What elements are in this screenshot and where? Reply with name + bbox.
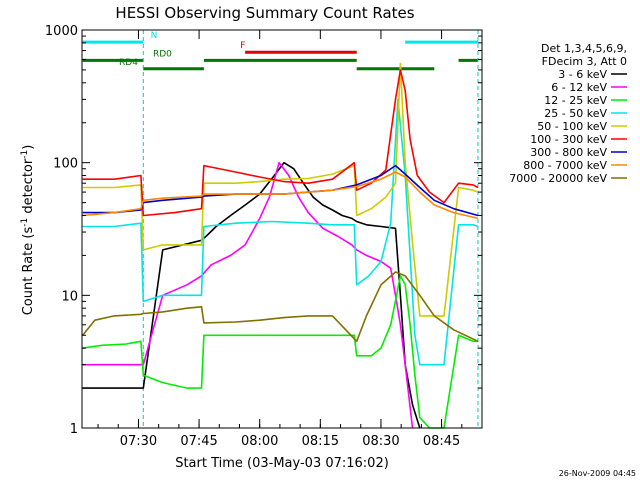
y-tick-label: 10 xyxy=(61,289,78,304)
legend-label-25-50-kev: 25 - 50 keV xyxy=(544,107,607,120)
legend-label-12-25-kev: 12 - 25 keV xyxy=(544,94,607,107)
x-tick-label: 07:45 xyxy=(180,434,217,449)
y-axis-ticks: 1 10 100 1000 xyxy=(45,24,482,437)
x-tick-label: 08:45 xyxy=(423,434,460,449)
x-tick-label: 08:30 xyxy=(362,434,399,449)
legend-header-line: FDecim 3, Att 0 xyxy=(542,55,627,68)
legend-label-300-800-kev: 300 - 800 keV xyxy=(530,146,607,159)
legend: Det 1,3,4,5,6,9,FDecim 3, Att 03 - 6 keV… xyxy=(509,42,627,185)
series-lines xyxy=(82,62,479,429)
observing-flags: N F RD0 RD4 xyxy=(82,31,478,71)
y-axis-label-tail: detector xyxy=(21,158,36,218)
y-tick-label: 100 xyxy=(53,157,78,172)
y-axis-label-close: ) xyxy=(21,145,36,150)
legend-label-100-300-kev: 100 - 300 keV xyxy=(530,133,607,146)
series-12-25-kev xyxy=(82,275,478,429)
y-axis-label-sup2: -1 xyxy=(20,150,30,159)
flag-n-label: N xyxy=(151,31,158,41)
series-100-300-kev xyxy=(82,69,479,217)
series-7000-20000-kev xyxy=(82,271,479,343)
plot-frame xyxy=(81,29,483,429)
x-tick-label: 08:00 xyxy=(241,434,278,449)
flag-rd4-label: RD4 xyxy=(119,58,138,68)
x-tick-label: 08:15 xyxy=(302,434,339,449)
y-axis-label: Count Rate (s-1 detector-1) xyxy=(20,145,36,316)
x-tick-label: 07:30 xyxy=(120,434,157,449)
series-6-12-kev xyxy=(82,161,414,429)
footer-date: 26-Nov-2009 04:45 xyxy=(559,469,636,478)
series-25-50-kev xyxy=(82,98,479,366)
legend-label-6-12-kev: 6 - 12 keV xyxy=(551,81,607,94)
legend-label-7000-20000-kev: 7000 - 20000 keV xyxy=(509,172,607,185)
y-tick-label: 1000 xyxy=(45,24,78,39)
flag-rd0-label: RD0 xyxy=(153,49,172,59)
legend-label-50-100-kev: 50 - 100 keV xyxy=(537,120,607,133)
series-3-6-kev xyxy=(82,161,421,429)
legend-label-800-7000-kev: 800 - 7000 keV xyxy=(523,159,607,172)
y-axis-label-sup: -1 xyxy=(20,218,30,227)
x-axis-label: Start Time (03-May-03 07:16:02) xyxy=(175,456,389,471)
x-axis-ticks: 07:30 07:45 08:00 08:15 08:30 08:45 xyxy=(97,30,483,449)
chart-title: HESSI Observing Summary Count Rates xyxy=(115,4,414,22)
y-axis-label-main: Count Rate (s xyxy=(21,227,36,316)
flag-boundary-lines xyxy=(142,30,479,428)
series-800-7000-kev xyxy=(82,171,479,220)
y-tick-label: 1 xyxy=(70,422,78,437)
flag-f-label: F xyxy=(240,41,245,51)
legend-label-3-6-kev: 3 - 6 keV xyxy=(558,68,607,81)
legend-header-line: Det 1,3,4,5,6,9, xyxy=(541,42,627,55)
